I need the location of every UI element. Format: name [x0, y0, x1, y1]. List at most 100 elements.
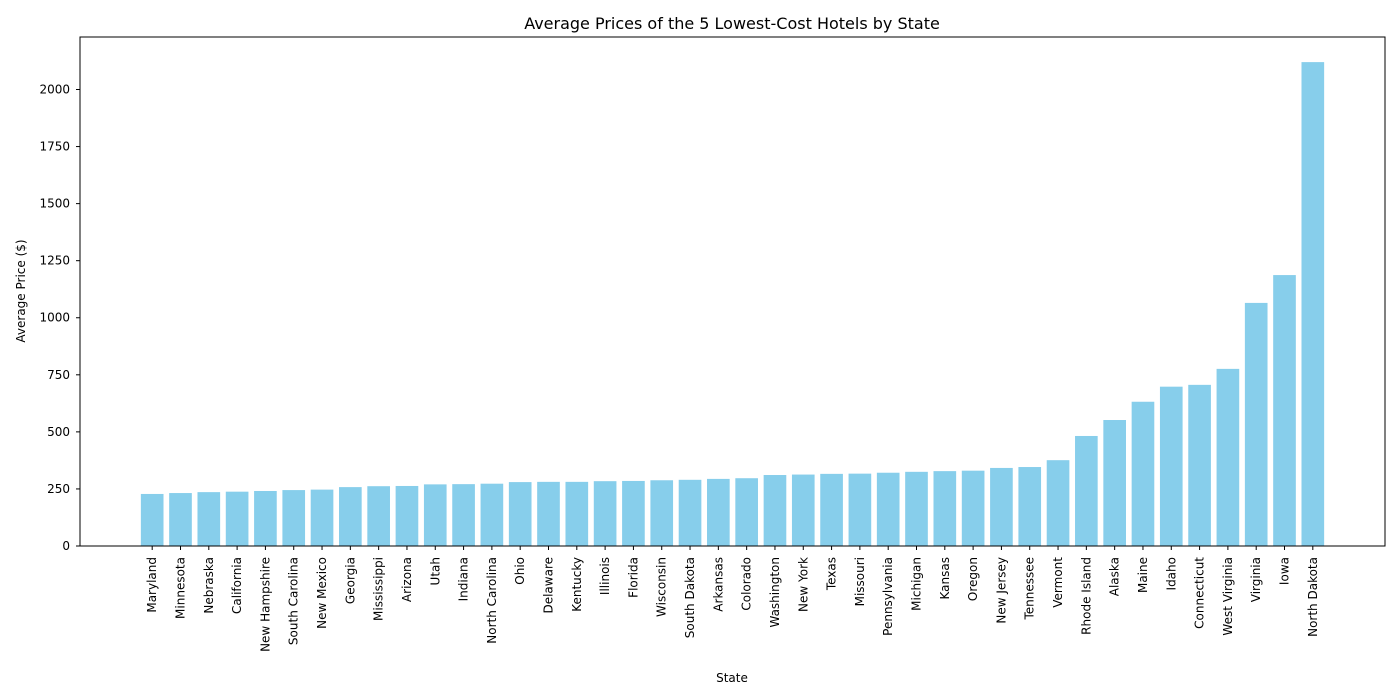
x-tick-label: Rhode Island	[1079, 557, 1093, 635]
y-tick-label: 1000	[39, 311, 70, 325]
x-tick-label: New Jersey	[994, 557, 1008, 624]
y-tick-label: 750	[47, 368, 70, 382]
x-axis-label: State	[716, 671, 748, 685]
bar-wisconsin	[650, 480, 674, 546]
bar-delaware	[537, 481, 560, 546]
bar-new-york	[791, 474, 815, 546]
bar-new-hampshire	[254, 490, 277, 546]
bar-virginia	[1244, 302, 1268, 546]
x-tick-label: Michigan	[910, 557, 924, 611]
plot-frame	[79, 36, 1386, 547]
x-tick-label: New Hampshire	[258, 557, 272, 652]
y-tick-label: 1500	[39, 197, 70, 211]
x-tick-label: New York	[796, 557, 810, 612]
bar-idaho	[1159, 386, 1183, 546]
x-tick-label: Virginia	[1249, 557, 1263, 602]
bar-nebraska	[197, 492, 221, 546]
bar-arizona	[395, 485, 419, 546]
x-tick-label: Ohio	[513, 557, 527, 585]
x-tick-label: Indiana	[457, 557, 471, 601]
y-tick-label: 0	[62, 539, 70, 553]
x-tick-label: Arkansas	[711, 557, 725, 612]
x-tick-label: New Mexico	[315, 557, 329, 629]
bar-michigan	[905, 471, 928, 546]
bar-georgia	[339, 487, 362, 546]
bar-pennsylvania	[876, 472, 900, 546]
bar-missouri	[848, 473, 872, 546]
bar-florida	[622, 480, 645, 546]
bar-kentucky	[565, 481, 589, 546]
bar-alaska	[1103, 420, 1126, 546]
x-tick-label: Minnesota	[173, 557, 187, 619]
chart-title: Average Prices of the 5 Lowest-Cost Hote…	[524, 14, 940, 33]
x-tick-label: Alaska	[1108, 557, 1122, 596]
x-tick-label: Utah	[428, 557, 442, 585]
x-tick-label: South Dakota	[683, 557, 697, 638]
bar-washington	[763, 475, 787, 546]
x-tick-label: Florida	[626, 557, 640, 598]
bar-ohio	[508, 482, 532, 546]
x-tick-label: Tennessee	[1023, 557, 1037, 621]
y-tick-label: 2000	[39, 82, 70, 96]
x-tick-label: Delaware	[542, 557, 556, 614]
x-tick-label: Kentucky	[570, 557, 584, 612]
bar-north-dakota	[1301, 62, 1325, 547]
x-tick-label: Idaho	[1164, 557, 1178, 590]
bar-california	[225, 491, 249, 546]
x-tick-label: Arizona	[400, 557, 414, 602]
bar-maryland	[140, 493, 164, 546]
x-tick-label: Mississippi	[372, 557, 386, 621]
bar-south-dakota	[678, 479, 702, 546]
x-tick-label: Pennsylvania	[881, 557, 895, 636]
x-tick-label: Oregon	[966, 557, 980, 601]
x-tick-label: North Dakota	[1306, 557, 1320, 637]
bar-north-carolina	[480, 483, 504, 546]
x-tick-label: Illinois	[598, 557, 612, 595]
x-tick-label: Kansas	[938, 557, 952, 599]
bar-mississippi	[367, 486, 390, 546]
x-tick-label: Iowa	[1278, 557, 1292, 585]
x-tick-label: Maine	[1136, 557, 1150, 593]
x-tick-label: Wisconsin	[655, 557, 669, 617]
bar-iowa	[1273, 275, 1296, 546]
bar-connecticut	[1188, 384, 1211, 546]
x-tick-label: California	[230, 557, 244, 614]
x-tick-label: Georgia	[343, 557, 357, 604]
bar-minnesota	[169, 493, 192, 546]
bar-oregon	[961, 470, 985, 546]
y-tick-label: 1750	[39, 140, 70, 154]
bar-maine	[1131, 401, 1155, 546]
bar-new-mexico	[310, 489, 334, 546]
x-tick-label: Washington	[768, 557, 782, 628]
x-axis: Maryland Minnesota Nebraska California New H…	[145, 546, 1320, 652]
bar-colorado	[735, 478, 758, 546]
bars-group	[140, 62, 1325, 547]
x-tick-label: Connecticut	[1193, 557, 1207, 629]
bar-south-carolina	[282, 490, 306, 546]
bar-tennessee	[1018, 467, 1042, 546]
y-axis-label: Average Price ($)	[14, 239, 28, 342]
x-tick-label: North Carolina	[485, 557, 499, 644]
x-tick-label: Nebraska	[202, 557, 216, 614]
bar-vermont	[1046, 460, 1070, 546]
bar-utah	[423, 484, 447, 546]
bar-kansas	[933, 471, 957, 546]
x-tick-label: Colorado	[740, 557, 754, 611]
x-tick-label: Maryland	[145, 557, 159, 613]
bar-indiana	[452, 484, 475, 546]
x-tick-label: Texas	[825, 557, 839, 591]
y-tick-label: 500	[47, 425, 70, 439]
bar-texas	[820, 473, 843, 546]
x-tick-label: West Virginia	[1221, 557, 1235, 636]
bar-arkansas	[707, 478, 730, 546]
x-tick-label: South Carolina	[287, 557, 301, 645]
bar-rhode-island	[1075, 435, 1098, 546]
y-tick-label: 1250	[39, 254, 70, 268]
x-tick-label: Vermont	[1051, 557, 1065, 608]
bar-west-virginia	[1216, 368, 1240, 546]
x-tick-label: Missouri	[853, 557, 867, 606]
y-axis: 0 250 500 750 1000 1250 1500 1750 2000	[39, 82, 80, 553]
bar-illinois	[593, 481, 617, 546]
bar-new-jersey	[990, 467, 1013, 546]
